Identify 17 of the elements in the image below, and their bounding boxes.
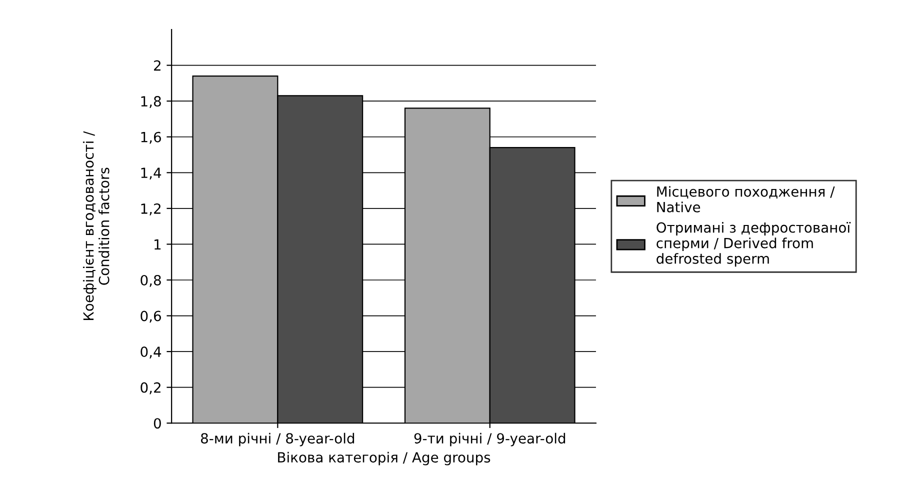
y-tick-label: 1,4 [141,168,162,180]
y-tick-label: 1,2 [141,203,160,216]
x-tick-label: 9-ти річні / 9-year-old [414,432,566,446]
y-tick-label: 0,4 [140,346,162,358]
legend-label: Місцевого походження / Native [657,186,835,212]
y-tick-label: 0,8 [140,274,161,287]
y-tick-label: 2 [154,60,160,71]
legend-label: Отримані з дефростованої сперми / Derived from defrosted sperm [656,222,851,267]
y-tick-label: 0 [154,418,161,429]
y-tick-label: 1,8 [141,96,161,108]
y-tick-label: 0,2 [140,382,160,394]
y-tick-label: 1,6 [141,132,161,144]
y-axis-title: Коефіцієнт вгодованості / Condition factors [82,131,110,320]
x-tick-label: 8-ми річні / 8-year-old [200,432,354,446]
y-tick-label: 0,6 [140,310,161,323]
y-tick-label: 1 [154,239,161,250]
x-axis-title: Вікова категорія / Age groups [278,452,490,466]
